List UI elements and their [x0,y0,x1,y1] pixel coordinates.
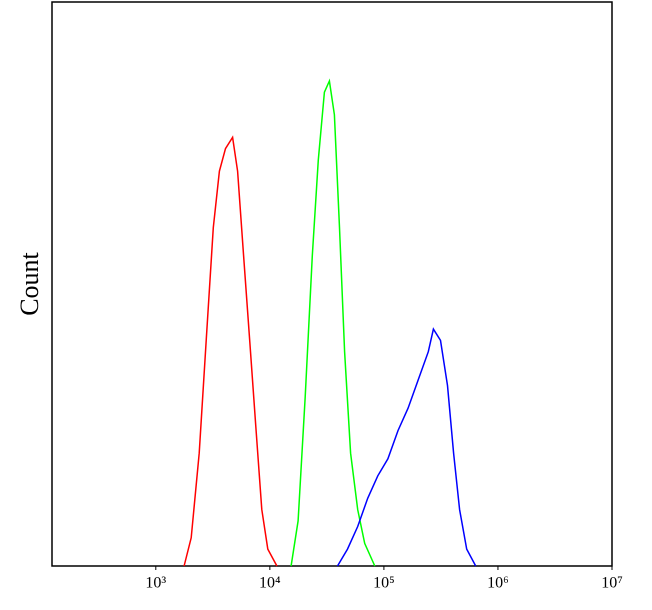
x-tick-label: 10⁴ [259,575,281,592]
x-tick-label: 10⁶ [487,575,509,592]
x-tick-label: 10⁵ [373,575,395,592]
y-axis-label: Count [15,251,44,315]
histogram-line [183,135,278,567]
x-tick-label: 10³ [145,575,166,592]
plot-frame [51,1,613,567]
histogram-line [336,327,477,567]
histogram-line [290,78,376,567]
x-tick-label: 10⁷ [601,575,623,592]
